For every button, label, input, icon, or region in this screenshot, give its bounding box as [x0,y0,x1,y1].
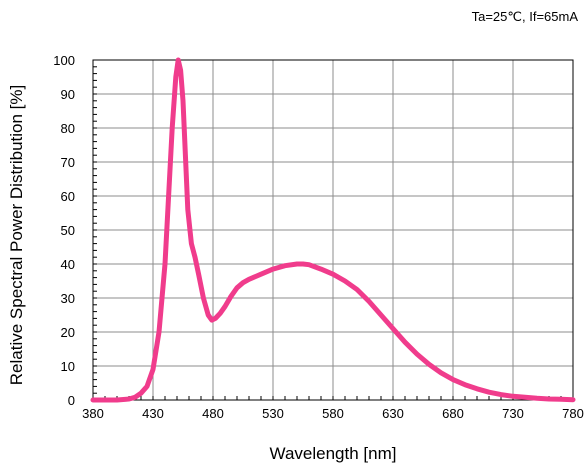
x-tick-label: 680 [442,406,464,421]
y-axis-title: Relative Spectral Power Distribution [%] [7,85,26,385]
y-tick-label: 10 [61,359,75,374]
x-axis-title: Wavelength [nm] [270,444,397,463]
x-tick-label: 780 [562,406,584,421]
x-tick-label: 380 [82,406,104,421]
spectrum-series-line [90,57,576,403]
y-tick-label: 100 [53,53,75,68]
x-tick-label: 730 [502,406,524,421]
x-tick-label: 580 [322,406,344,421]
x-tick-label: 430 [142,406,164,421]
y-tick-label: 40 [61,257,75,272]
x-tick-label: 480 [202,406,224,421]
test-conditions-note: Ta=25℃, If=65mA [471,9,578,24]
y-tick-label: 70 [61,155,75,170]
y-tick-label: 50 [61,223,75,238]
y-tick-label: 20 [61,325,75,340]
y-tick-label: 30 [61,291,75,306]
y-tick-label: 60 [61,189,75,204]
y-tick-label: 80 [61,121,75,136]
x-tick-label: 630 [382,406,404,421]
y-tick-label: 90 [61,87,75,102]
x-tick-label: 530 [262,406,284,421]
tick-labels: 380 430 480 530 580 630 680 730 780 0 10 20 30 40 50 60… [53,53,584,421]
y-tick-label: 0 [68,393,75,408]
